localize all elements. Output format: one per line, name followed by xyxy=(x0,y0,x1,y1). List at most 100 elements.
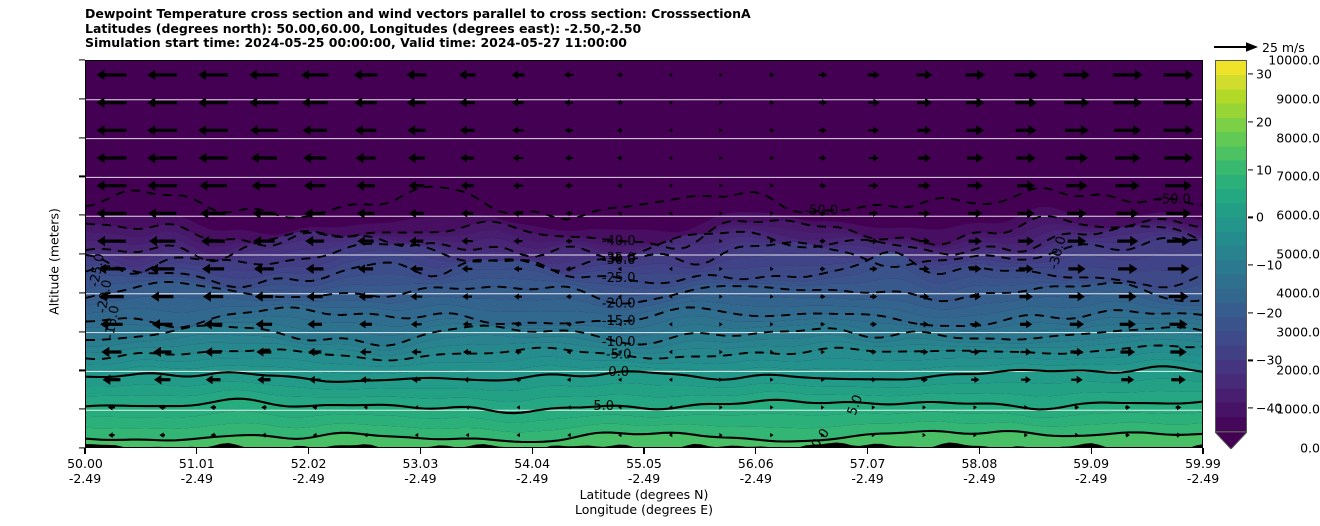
wind-vector-head xyxy=(770,155,775,161)
wind-vector-head xyxy=(152,319,160,330)
wind-vector-head xyxy=(617,127,622,133)
wind-vector-head xyxy=(306,291,314,302)
wind-vector-head xyxy=(770,377,774,382)
wind-vector-head xyxy=(459,125,467,135)
wind-vector-head xyxy=(1027,152,1036,164)
wind-vector-head xyxy=(460,181,467,190)
contour-label: -20.0 xyxy=(602,297,636,312)
x-tick-latitude: 51.01 xyxy=(178,456,215,471)
wind-vector-head xyxy=(564,127,570,134)
wind-vector-head xyxy=(618,377,622,382)
wind-vector-head xyxy=(924,209,931,218)
wind-vector-head xyxy=(617,183,622,189)
wind-vector-head xyxy=(256,347,264,357)
wind-vector-head xyxy=(719,155,723,161)
x-axis-tick-label: 52.02 -2.49 xyxy=(264,456,354,486)
wind-vector-head xyxy=(1079,180,1088,191)
wind-vector-head xyxy=(565,210,570,217)
wind-vector-head xyxy=(821,349,825,355)
contour-label: -25.0 xyxy=(87,252,108,288)
wind-vector-head xyxy=(147,152,156,164)
wind-vector-head xyxy=(1026,292,1033,301)
wind-vector-head xyxy=(567,432,571,438)
wind-vector-head xyxy=(668,72,673,78)
contour-label: 0.0 xyxy=(608,365,629,380)
x-tick-latitude: 56.06 xyxy=(737,456,774,471)
wind-vector-head xyxy=(459,97,467,108)
wind-vector-head xyxy=(359,320,366,329)
x-tick-latitude: 50.00 xyxy=(67,456,103,471)
wind-vector-head xyxy=(1131,208,1139,219)
wind-vector-head xyxy=(668,349,673,355)
x-tick-latitude: 58.08 xyxy=(961,456,998,471)
wind-vector-head xyxy=(1133,125,1142,136)
wind-vector-head xyxy=(407,153,416,163)
wind-vector-head xyxy=(617,238,622,244)
dewpoint-filled-band xyxy=(86,316,1202,337)
wind-vector-head xyxy=(565,266,571,272)
wind-vector-head xyxy=(618,322,622,327)
wind-vector-head xyxy=(512,182,519,190)
wind-vector-head xyxy=(96,208,105,219)
contour-label: -5.0 xyxy=(606,348,631,363)
wind-vector-head xyxy=(1128,291,1137,302)
wind-vector-head xyxy=(1077,263,1086,274)
colorbar-tick-label: 10 xyxy=(1256,162,1272,178)
wind-vector-head xyxy=(770,127,775,133)
wind-vector-head xyxy=(719,211,723,216)
wind-vector-head xyxy=(302,125,311,136)
dewpoint-filled-band xyxy=(86,251,1202,291)
wind-vector-head xyxy=(248,69,257,81)
wind-vector-head xyxy=(1127,375,1135,384)
terrain-silhouette xyxy=(86,442,1202,447)
x-axis-tick-label: 55.05 -2.49 xyxy=(599,456,689,486)
wind-vector-head xyxy=(925,98,932,108)
wind-vector-head xyxy=(975,181,984,191)
wind-vector-head xyxy=(1130,235,1139,247)
wind-vector-head xyxy=(922,432,926,438)
wind-vector-head xyxy=(923,293,930,300)
wind-vector-head xyxy=(516,405,520,410)
wind-vector-head xyxy=(409,264,417,273)
wind-vector-head xyxy=(564,71,570,79)
x-axis-tick-label: 57.07 -2.49 xyxy=(823,456,913,486)
colorbar-tick-mark xyxy=(1248,359,1253,362)
colorbar-tick-label: 0 xyxy=(1256,209,1264,225)
wind-vector-head xyxy=(98,263,107,275)
wind-vector-head xyxy=(821,182,827,189)
x-tick-longitude: -2.49 xyxy=(68,471,102,486)
colorbar[interactable]: 30 20 10 0 −10 −20 −30 −40 xyxy=(1215,60,1282,449)
wind-vector-head xyxy=(1081,97,1090,108)
wind-vector-head xyxy=(97,235,105,247)
wind-vector-head xyxy=(1183,208,1192,219)
x-axis-tick-mark xyxy=(1090,448,1092,454)
wind-vector-head xyxy=(303,152,312,164)
cross-section-plot[interactable]: -50.0 -50.0 -40.0 -35.0 -30.0 -25.0 -20.0 -15.0… xyxy=(85,60,1203,448)
wind-vector-head xyxy=(465,432,469,438)
wind-vector-head xyxy=(1029,69,1038,81)
wind-vector-head xyxy=(102,374,111,385)
colorbar-tick-mark xyxy=(1248,407,1253,409)
wind-vector-head xyxy=(770,405,774,410)
wind-vector-head xyxy=(976,153,984,163)
x-axis-tick-label: 58.08 -2.49 xyxy=(934,456,1024,486)
wind-vector-head xyxy=(359,348,366,356)
contour-line xyxy=(86,365,1202,383)
wind-vector-head xyxy=(360,376,366,384)
x-tick-longitude: -2.49 xyxy=(404,471,437,486)
wind-vector-head xyxy=(516,432,520,438)
wind-vector-head xyxy=(567,405,571,410)
wind-vector-head xyxy=(1078,208,1087,219)
contour-label: -35.0 xyxy=(602,251,636,266)
x-axis-tick-mark xyxy=(978,448,980,454)
wind-vector-head xyxy=(668,322,673,327)
contour-line xyxy=(86,306,1202,329)
wind-vector-head xyxy=(308,347,315,357)
wind-vector-head xyxy=(925,70,933,80)
wind-vector-head xyxy=(668,211,673,216)
y-axis-tick-mark xyxy=(79,331,85,333)
wind-vector-head xyxy=(514,321,520,328)
wind-vector-head xyxy=(354,125,363,136)
wind-vector-head xyxy=(1132,152,1141,164)
x-tick-longitude: -2.49 xyxy=(180,471,213,486)
